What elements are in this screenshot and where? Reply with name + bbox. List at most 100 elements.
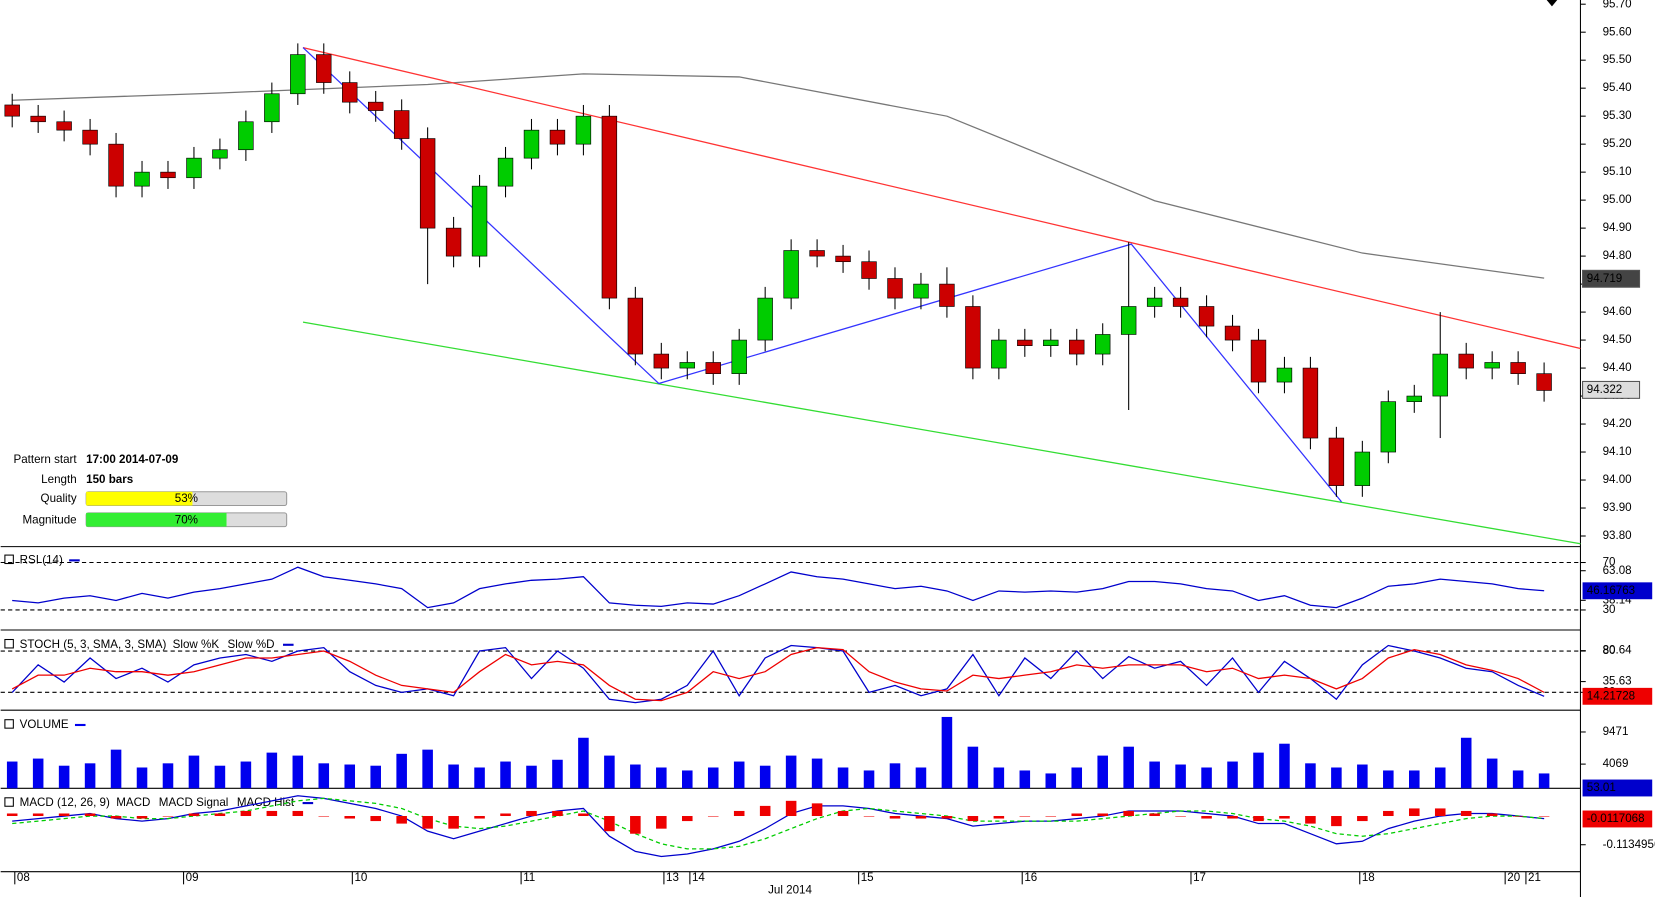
volume-bar [292,755,304,789]
last-value-label: 14.21728 [1587,689,1635,702]
histogram-bar [58,813,70,817]
meter-label: 53% [175,492,198,505]
info-value: 17:00 2014-07-09 [86,453,179,466]
last-value-box [1582,779,1653,797]
candle-body [939,283,955,307]
volume-bar [1123,746,1134,789]
legend-entry: MACD [116,796,150,809]
candle-body [1380,401,1397,453]
histogram-bar [1149,813,1160,817]
histogram-bar [292,810,304,817]
candle-body [1432,353,1448,397]
marker-icon [1546,0,1558,7]
y-tick-label: 95.60 [1603,25,1632,38]
price-marker-box [1582,269,1641,288]
histogram-bar [32,813,44,817]
last-value-label: 46.16763 [1587,584,1635,597]
volume-bar [110,749,122,789]
y-tick-label: -0.1134956 [1603,838,1655,851]
histogram-bar [552,810,563,817]
y-tick-label: 80.64 [1603,644,1633,657]
histogram-bar [266,810,278,817]
candle-body [627,297,644,355]
panel-checkbox [4,554,14,565]
candle-body [82,129,98,145]
histogram-bar [422,816,433,829]
histogram-bar [526,810,537,817]
volume-bar [656,767,667,789]
info-label: Magnitude [23,513,77,526]
volume-bar [214,765,226,789]
volume-bar [1383,770,1394,789]
y-tick-label: 95.20 [1603,137,1632,150]
y-tick-label: 95.10 [1603,165,1632,178]
volume-bar [1149,761,1160,789]
candle-body [965,306,981,369]
price-marker-label: 94.719 [1587,272,1622,285]
candle-body [1224,325,1241,341]
histogram-bar [1383,810,1394,817]
last-value-box [1582,582,1653,600]
y-tick-label: 95.30 [1603,109,1632,122]
candle-body [419,138,436,229]
histogram-bar [396,816,407,824]
indicator-line [12,566,1545,609]
histogram-bar [837,810,849,817]
x-tick-label: 21 [1528,871,1541,884]
histogram-bar [1123,810,1134,817]
candle-body [653,353,670,369]
histogram-bar [188,813,200,817]
last-value-box [1582,687,1653,705]
candle-body [4,104,20,117]
candle-body [1120,306,1137,335]
histogram-bar [214,813,226,817]
histogram-bar [318,816,330,817]
y-tick-label: 95.70 [1603,0,1632,10]
volume-bar [837,767,849,789]
volume-bar [266,752,278,789]
volume-bar [32,758,44,789]
volume-bar [1071,767,1083,789]
candle-body [575,115,592,145]
price-marker-label: 94.322 [1587,383,1622,396]
candle-body [290,54,306,95]
candle-body [1484,362,1500,369]
legend-entry: MACD Signal [159,796,229,809]
info-label: Quality [41,492,77,505]
histogram-bar [344,816,356,819]
volume-bar [344,764,356,789]
panel-title: RSI (14) [20,553,63,566]
x-tick-label: 14 [692,871,705,884]
candle-body [1354,451,1371,486]
histogram-bar [1357,816,1368,822]
last-value-label: -0.0117068 [1587,812,1645,825]
y-tick-label: 4069 [1603,757,1629,770]
volume-bar [811,758,823,789]
histogram-bar [863,816,875,817]
x-tick-label: 17 [1193,871,1206,884]
histogram-bar [1460,810,1472,817]
volume-bar [682,770,693,789]
candle-body [134,171,150,187]
histogram-bar [474,816,485,819]
info-label: Pattern start [14,453,78,466]
volume-bar [500,761,511,789]
candle-body [731,339,747,374]
volume-bar [578,737,589,789]
y-tick-label: 30 [1603,603,1616,616]
candle-body [264,93,280,123]
volume-bar [1019,770,1031,789]
volume-bar [448,764,459,789]
y-tick-label: 63.08 [1603,564,1632,577]
candle-body [1276,367,1293,383]
candle-body [1043,339,1059,346]
panel-title: MACD (12, 26, 9) [20,796,110,809]
indicator-line [11,644,1545,704]
histogram-bar [136,816,148,819]
volume-bar [1227,761,1238,789]
y-tick-label: 94.00 [1603,473,1632,486]
y-tick-label: 95.50 [1603,53,1632,66]
